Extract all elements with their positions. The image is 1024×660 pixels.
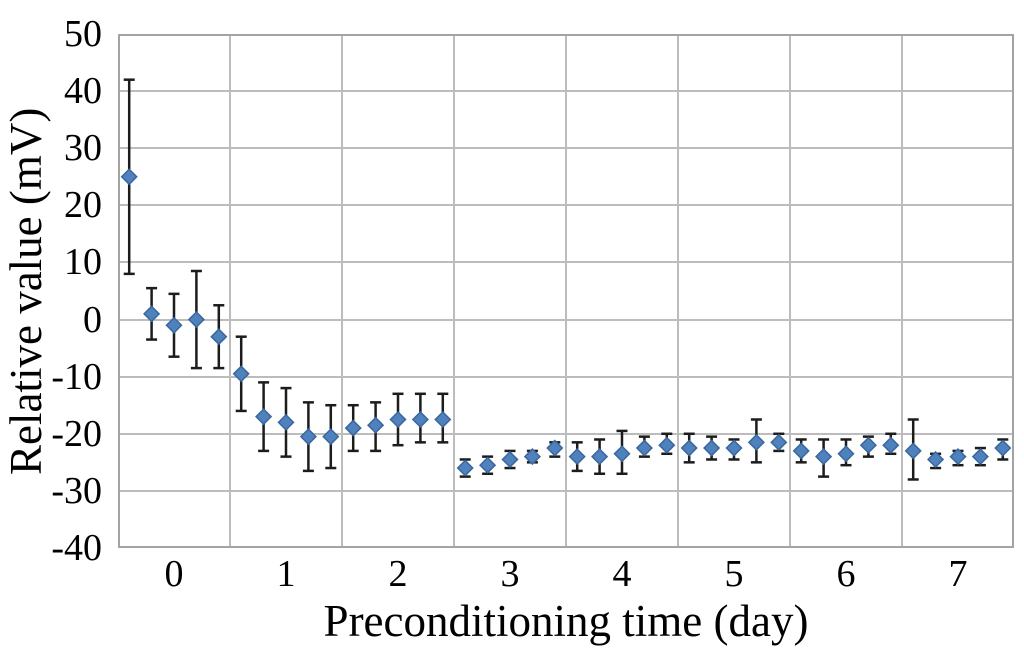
data-point-marker xyxy=(523,448,541,466)
y-tick-label: 50 xyxy=(64,13,102,55)
x-tick-label: 6 xyxy=(836,553,856,595)
data-point-marker xyxy=(479,456,497,474)
data-point-marker xyxy=(120,168,138,186)
data-point-marker xyxy=(143,305,161,323)
x-tick-label: 1 xyxy=(276,553,296,595)
data-point-marker xyxy=(232,365,250,383)
data-point-marker xyxy=(904,442,922,460)
y-tick-labels: 50 40 30 20 10 0 -10 -20 -30 -40 xyxy=(0,13,102,569)
data-point-marker xyxy=(747,433,765,451)
y-tick-label: -20 xyxy=(51,412,102,455)
y-tick-label: -40 xyxy=(51,527,102,569)
data-point-marker xyxy=(434,410,452,429)
data-point-marker xyxy=(322,428,340,446)
data-point-marker xyxy=(613,445,631,463)
y-tick-label: -10 xyxy=(51,355,102,398)
x-tick-label: 4 xyxy=(612,553,632,595)
data-point-marker xyxy=(501,450,519,469)
data-point-marker xyxy=(165,316,183,334)
plot-area xyxy=(118,34,1014,548)
data-point-marker xyxy=(725,439,743,457)
y-tick-label: 20 xyxy=(64,184,102,227)
data-point-marker xyxy=(568,448,586,466)
data-point-marker xyxy=(277,413,295,431)
data-point-marker xyxy=(770,433,788,451)
y-tick-label: 30 xyxy=(64,127,102,170)
x-tick-label: 3 xyxy=(500,553,520,595)
gridline-vertical xyxy=(677,34,679,548)
data-point-marker xyxy=(837,445,855,463)
data-point-marker xyxy=(635,439,653,457)
gridline-vertical xyxy=(229,34,231,548)
data-point-marker xyxy=(591,448,609,466)
y-tick-label: 10 xyxy=(64,241,102,284)
x-axis-title: Preconditioning time (day) xyxy=(323,596,809,646)
data-point-marker xyxy=(949,448,967,466)
x-tick-label: 7 xyxy=(948,553,968,595)
data-point-marker xyxy=(411,410,429,429)
data-point-marker xyxy=(658,436,676,454)
data-point-marker xyxy=(187,310,205,329)
data-point-marker xyxy=(210,328,228,346)
data-point-marker xyxy=(882,436,900,454)
gridline-vertical xyxy=(901,34,903,548)
gridline-vertical xyxy=(341,34,343,548)
data-point-marker xyxy=(344,419,362,437)
data-point-marker xyxy=(255,408,273,426)
y-tick-label: 40 xyxy=(64,70,102,113)
x-tick-label: 5 xyxy=(724,553,744,595)
data-point-marker xyxy=(927,450,945,469)
data-point-marker xyxy=(456,459,474,477)
y-tick-label: -30 xyxy=(51,469,102,512)
gridline-vertical xyxy=(565,34,567,548)
data-point-marker xyxy=(367,416,385,434)
data-point-marker xyxy=(859,436,877,454)
x-tick-labels: 0 1 2 3 4 5 6 7 xyxy=(118,548,1014,600)
data-point-marker xyxy=(792,442,810,460)
data-point-marker xyxy=(703,439,721,457)
data-point-marker xyxy=(299,428,317,446)
data-point-marker xyxy=(994,439,1012,457)
x-tick-label: 0 xyxy=(164,553,184,595)
y-tick-label: 0 xyxy=(83,298,102,341)
data-point-marker xyxy=(546,439,564,457)
gridline-vertical xyxy=(789,34,791,548)
data-point-marker xyxy=(815,448,833,466)
gridline-vertical xyxy=(453,34,455,548)
data-point-marker xyxy=(971,448,989,466)
data-point-marker xyxy=(389,410,407,429)
chart-canvas xyxy=(120,78,1012,481)
x-tick-label: 2 xyxy=(388,553,408,595)
data-point-marker xyxy=(680,439,698,457)
